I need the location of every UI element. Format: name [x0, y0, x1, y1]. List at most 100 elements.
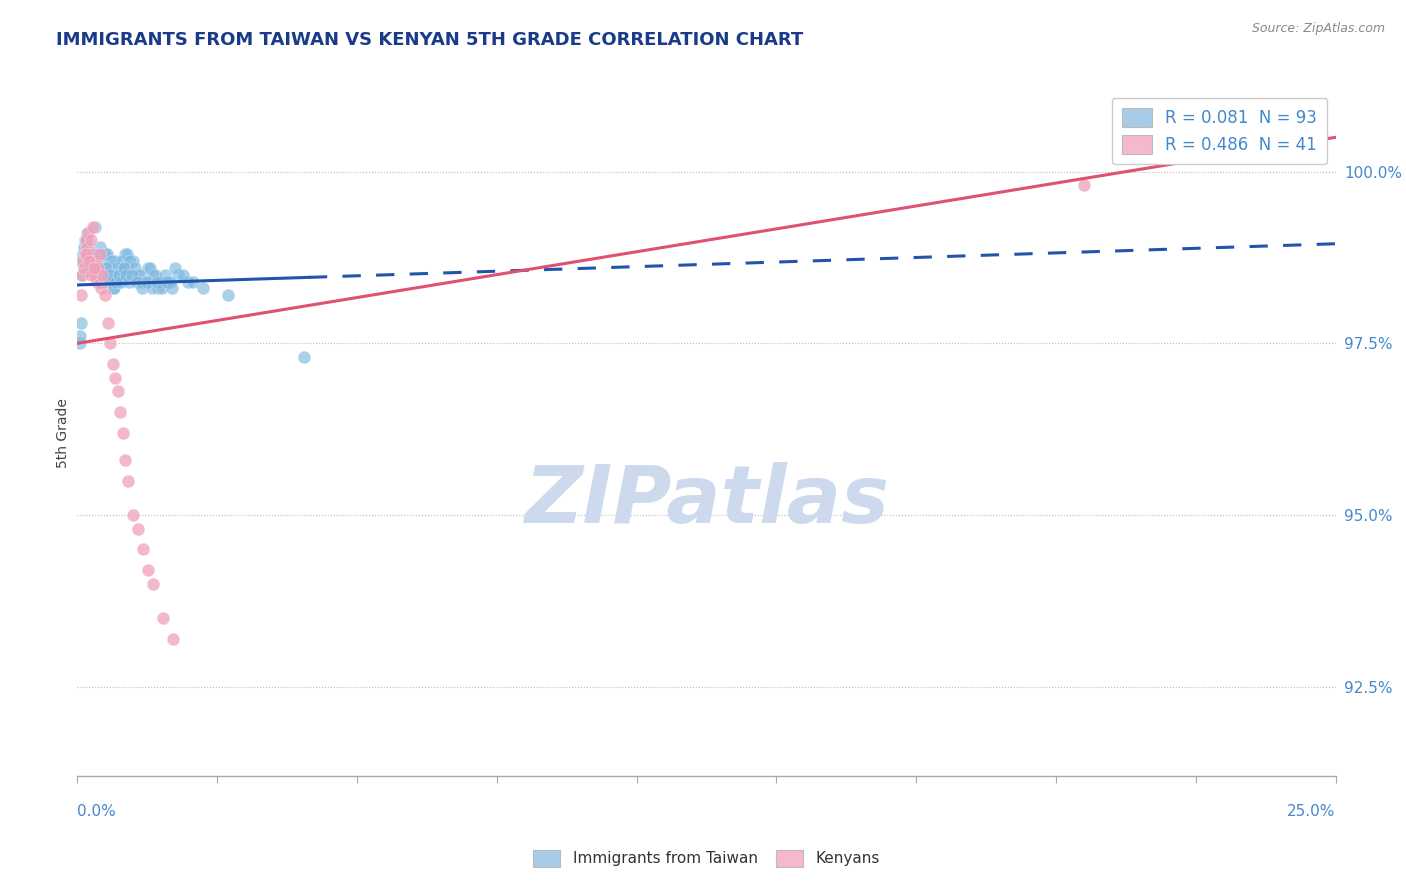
Point — [93, 268, 115, 282]
Point — [90, 275, 112, 289]
Point — [111, 425, 134, 440]
Point — [165, 260, 187, 275]
Point — [91, 275, 114, 289]
Point — [84, 268, 107, 282]
Point — [70, 288, 93, 302]
Point — [134, 275, 156, 289]
Point — [181, 275, 204, 289]
Point — [127, 268, 149, 282]
Point — [82, 260, 104, 275]
Point — [101, 357, 124, 371]
Point — [105, 260, 128, 275]
Point — [77, 253, 100, 268]
Point — [127, 522, 149, 536]
Point — [83, 260, 105, 275]
Point — [82, 253, 104, 268]
Legend: Immigrants from Taiwan, Kenyans: Immigrants from Taiwan, Kenyans — [526, 842, 887, 875]
Point — [167, 268, 190, 282]
Point — [117, 474, 139, 488]
Point — [136, 260, 159, 275]
Point — [90, 281, 112, 295]
Point — [98, 268, 121, 282]
Point — [86, 253, 108, 268]
Point — [87, 260, 110, 275]
Point — [77, 247, 100, 261]
Point — [72, 253, 94, 268]
Point — [100, 268, 122, 282]
Point — [125, 275, 148, 289]
Point — [143, 268, 166, 282]
Point — [111, 268, 134, 282]
Point — [72, 247, 94, 261]
Point — [191, 281, 215, 295]
Point — [69, 336, 91, 351]
Point — [111, 253, 134, 268]
Point — [131, 281, 153, 295]
Point — [114, 247, 136, 261]
Point — [75, 233, 97, 247]
Point — [86, 247, 108, 261]
Point — [75, 233, 97, 247]
Point — [107, 384, 129, 399]
Point — [135, 275, 157, 289]
Text: 25.0%: 25.0% — [1288, 805, 1336, 819]
Point — [77, 227, 100, 241]
Point — [141, 281, 163, 295]
Point — [80, 268, 103, 282]
Point — [162, 632, 184, 646]
Point — [77, 240, 100, 254]
Point — [69, 329, 91, 343]
Point — [160, 281, 183, 295]
Point — [132, 542, 155, 557]
Point — [80, 260, 103, 275]
Point — [73, 247, 96, 261]
Point — [86, 275, 108, 289]
Point — [108, 268, 131, 282]
Point — [108, 260, 131, 275]
Point — [75, 233, 97, 247]
Point — [146, 275, 169, 289]
Point — [72, 268, 94, 282]
Point — [107, 275, 129, 289]
Point — [94, 260, 117, 275]
Point — [114, 453, 136, 467]
Point — [110, 275, 132, 289]
Point — [79, 260, 101, 275]
Point — [104, 370, 127, 384]
Point — [1073, 178, 1095, 193]
Text: ZIPatlas: ZIPatlas — [524, 462, 889, 541]
Point — [84, 219, 107, 234]
Point — [146, 281, 169, 295]
Point — [132, 275, 155, 289]
Point — [72, 268, 94, 282]
Point — [97, 268, 120, 282]
Point — [112, 260, 135, 275]
Point — [76, 240, 98, 254]
Point — [150, 281, 173, 295]
Point — [90, 253, 112, 268]
Point — [103, 281, 125, 295]
Point — [155, 268, 177, 282]
Point — [156, 275, 179, 289]
Point — [152, 611, 174, 625]
Point — [94, 288, 117, 302]
Point — [105, 275, 128, 289]
Point — [84, 268, 107, 282]
Point — [93, 260, 115, 275]
Point — [121, 508, 143, 522]
Point — [96, 260, 118, 275]
Point — [177, 275, 200, 289]
Point — [104, 253, 127, 268]
Point — [73, 233, 96, 247]
Point — [80, 253, 103, 268]
Point — [87, 260, 110, 275]
Point — [96, 247, 118, 261]
Point — [121, 268, 143, 282]
Point — [118, 275, 141, 289]
Point — [124, 260, 146, 275]
Point — [112, 260, 135, 275]
Point — [108, 405, 131, 419]
Point — [156, 275, 179, 289]
Point — [75, 247, 97, 261]
Point — [100, 253, 122, 268]
